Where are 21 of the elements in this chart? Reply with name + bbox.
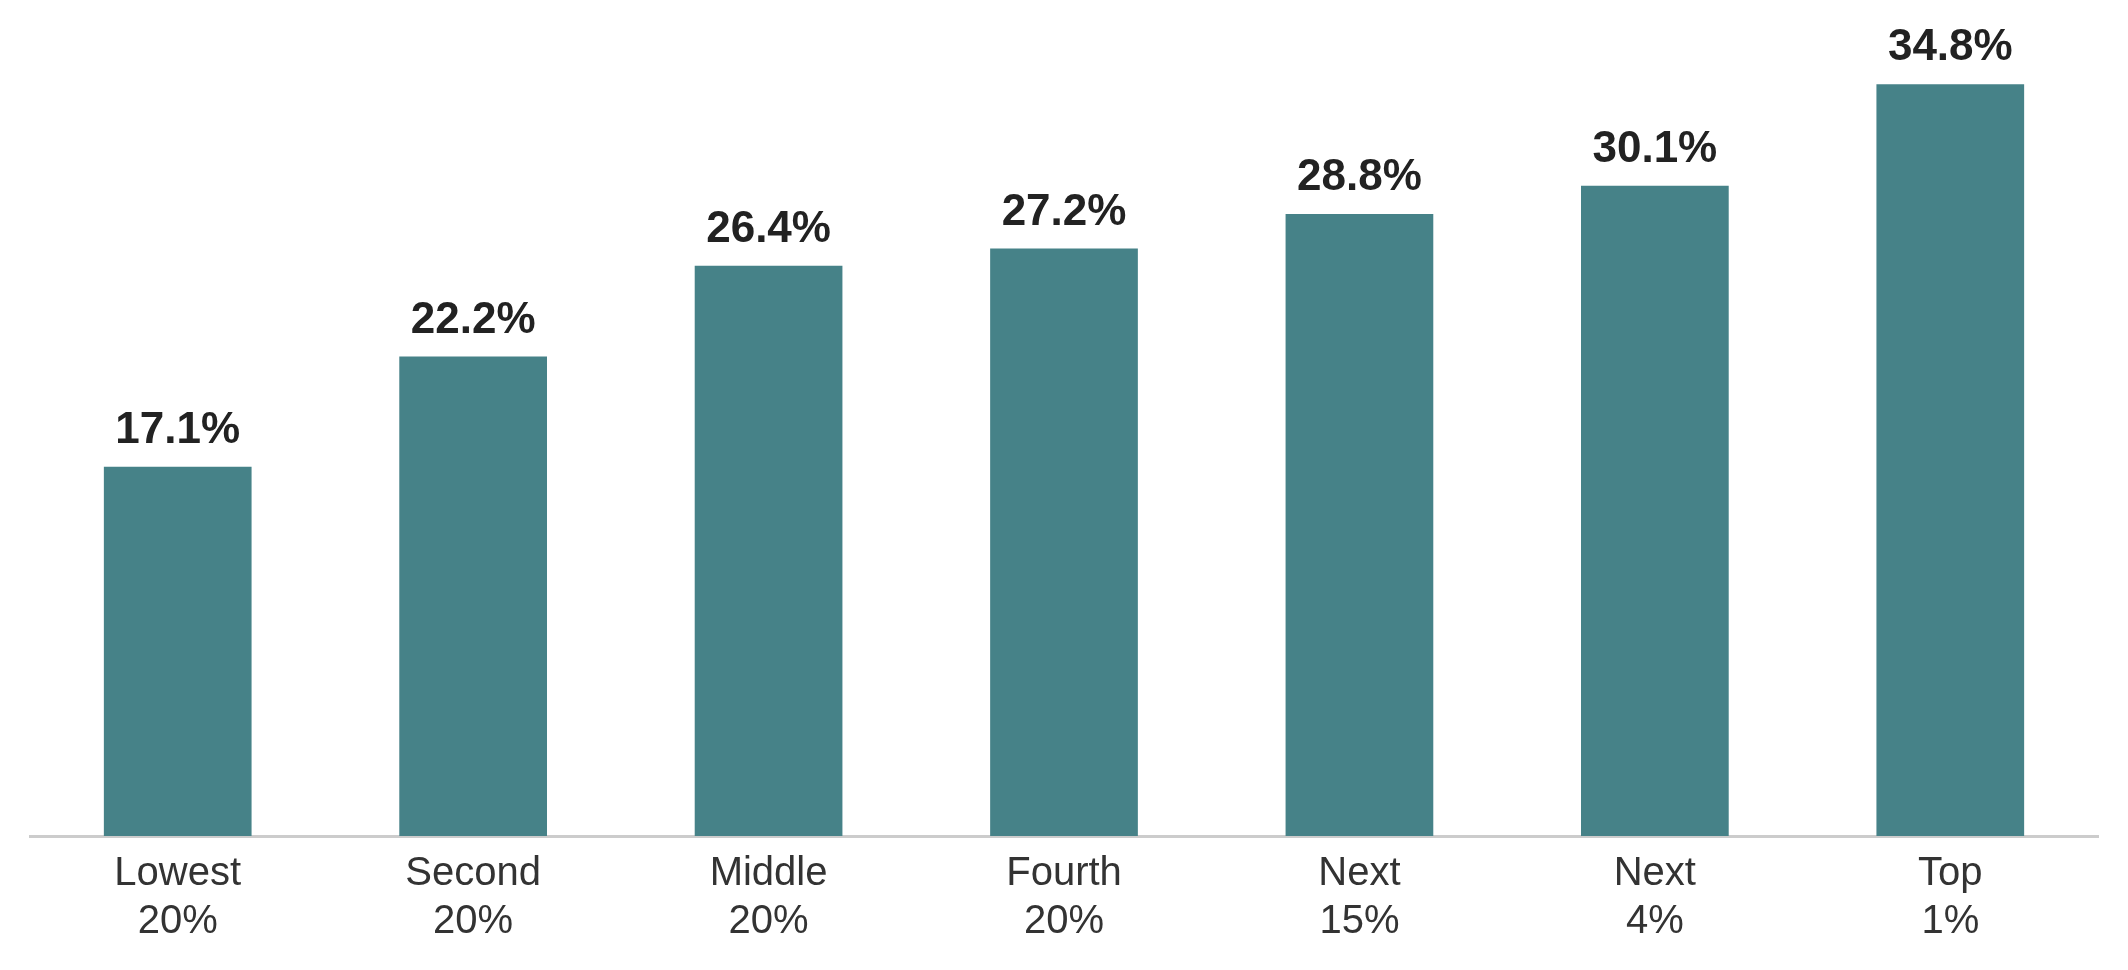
bar <box>1581 185 1729 836</box>
x-tick-label: Next 15% <box>1318 849 1401 942</box>
data-label: 27.2% <box>1001 184 1127 234</box>
data-label: 22.2% <box>410 292 536 342</box>
x-tick-label: Top 1% <box>1918 849 1983 942</box>
data-label: 34.8% <box>1887 20 2013 70</box>
x-tick-label: Next 4% <box>1613 849 1696 942</box>
bar <box>103 466 252 836</box>
x-tick-label: Fourth 20% <box>1006 849 1122 942</box>
x-tick-label: Middle 20% <box>709 849 828 942</box>
x-tick-label: Lowest 20% <box>114 849 242 942</box>
data-label: 17.1% <box>115 402 241 452</box>
x-tick-label: Second 20% <box>405 849 541 942</box>
bar <box>1285 213 1434 836</box>
bar <box>1876 84 2025 836</box>
bar <box>399 356 547 836</box>
bar <box>694 265 843 836</box>
bar <box>990 248 1138 836</box>
data-label: 28.8% <box>1297 150 1422 200</box>
data-label: 30.1% <box>1592 121 1718 171</box>
data-label: 26.4% <box>706 201 831 251</box>
